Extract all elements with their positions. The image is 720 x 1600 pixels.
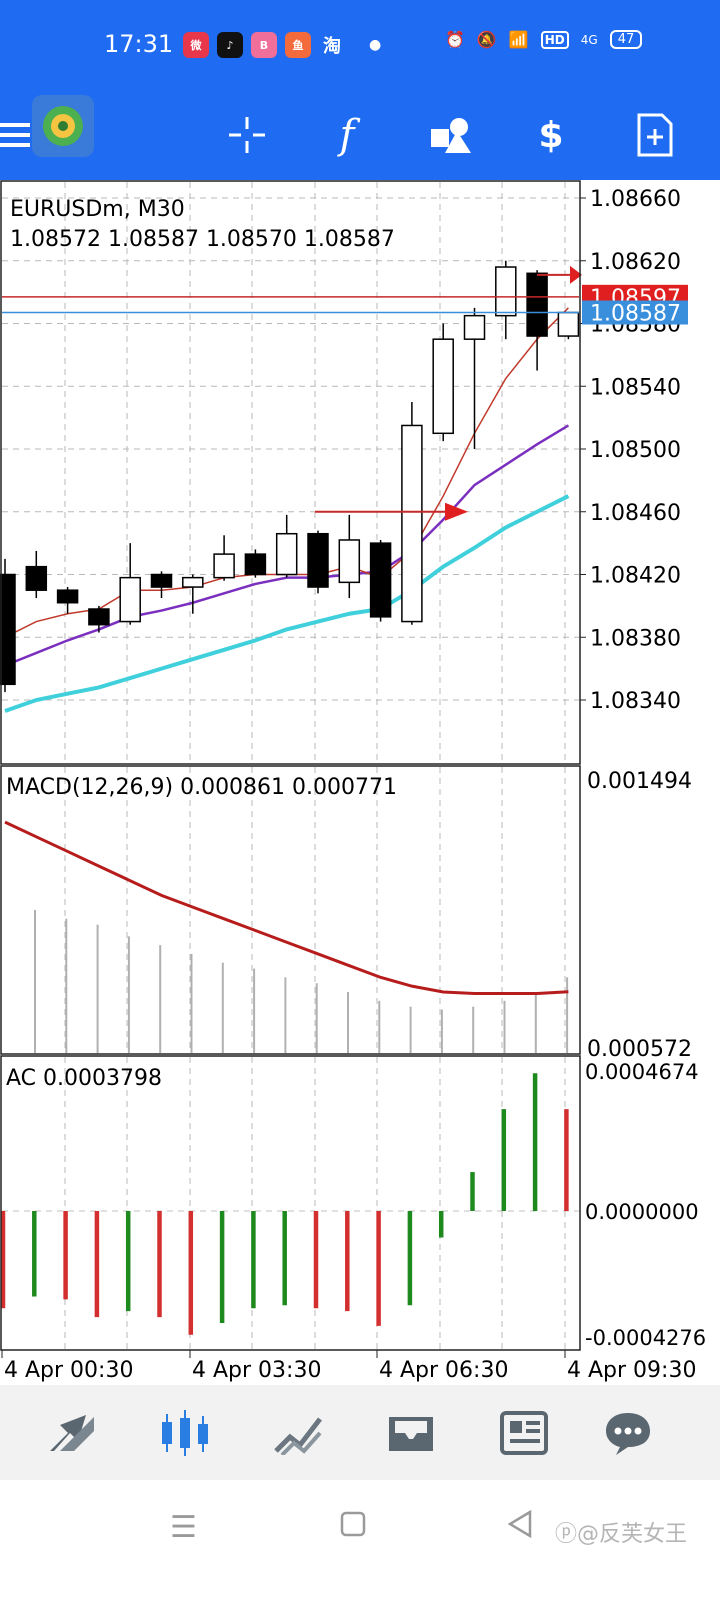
price-axis-label: 1.08460	[590, 501, 681, 526]
macd-pane-frame	[0, 765, 581, 1055]
price-axis-label: 1.08340	[590, 689, 681, 714]
bilibili-app-icon: B	[251, 32, 277, 58]
new-order-icon[interactable]	[630, 110, 680, 160]
ohlc-text: 1.08572 1.08587 1.08570 1.08587	[10, 227, 395, 252]
macd-axis-label: 0.001494	[587, 769, 692, 794]
candle-bear	[307, 532, 329, 588]
candle-bull	[401, 424, 423, 623]
ac-pane-frame	[0, 1055, 581, 1351]
price-axis-label: 1.08500	[590, 438, 681, 463]
candle-bull	[182, 576, 204, 588]
bid-price-tag	[582, 300, 688, 325]
ma-slow-line	[4, 494, 570, 713]
candle-bull	[275, 532, 298, 576]
status-bar: 17:31 微 ♪ B 鱼 淘 ● ⏰ 🔕 📶 HD 4G 47	[0, 0, 720, 90]
status-indicators: ⏰ 🔕 📶 HD 4G 47	[445, 30, 643, 49]
dot-icon: ●	[369, 37, 382, 53]
candle-bull	[213, 553, 235, 579]
system-nav-bar: ☰ ⓟ@反芙女王	[0, 1480, 720, 1600]
main-pane-frame	[0, 180, 581, 765]
trade-arrow-head	[445, 502, 468, 521]
candle-bear	[0, 573, 16, 686]
ac-axis-label: -0.0004276	[585, 1326, 706, 1350]
back-icon[interactable]	[507, 1509, 532, 1546]
time-axis-label: 4 Apr 09:30	[567, 1358, 696, 1383]
tiktok-app-icon: ♪	[217, 32, 243, 58]
chart-area[interactable]: EURUSDm, M30 1.08572 1.08587 1.08570 1.0…	[0, 180, 720, 1385]
candle-bear	[369, 542, 392, 618]
crosshair-icon[interactable]	[222, 110, 272, 160]
battery-icon: 47	[609, 30, 643, 49]
time-axis-label: 4 Apr 06:30	[379, 1358, 508, 1383]
chart-nav-icon[interactable]	[157, 1405, 213, 1461]
ac-axis-label: 0.0004674	[585, 1060, 699, 1084]
wifi-icon: 📶	[508, 30, 529, 49]
weibo-app-icon: 微	[183, 32, 209, 58]
quotes-icon[interactable]	[44, 1405, 100, 1461]
price-axis-label: 1.08660	[590, 187, 681, 212]
toolbar: f $	[0, 90, 720, 180]
price-axis-label: 1.08380	[590, 626, 681, 651]
price-axis-label: 1.08620	[590, 250, 681, 275]
candle-bear	[526, 272, 548, 337]
signal-label: 4G	[580, 32, 598, 47]
candle-bear	[244, 553, 267, 576]
symbol-title: EURUSDm, M30	[10, 197, 185, 222]
candle-bull	[495, 266, 517, 317]
status-app-icons: 微 ♪ B 鱼 淘 ●	[183, 32, 381, 58]
candle-bear	[150, 573, 173, 588]
candle-bull	[119, 576, 141, 623]
macd-axis-label: 0.000572	[587, 1037, 692, 1062]
xianyu-app-icon: 鱼	[285, 32, 311, 58]
time-axis-label: 4 Apr 03:30	[192, 1358, 321, 1383]
chart-svg[interactable]: EURUSDm, M30 1.08572 1.08587 1.08570 1.0…	[0, 180, 720, 1385]
macd-title: MACD(12,26,9) 0.000861 0.000771	[6, 775, 397, 800]
watermark-text: ⓟ@反芙女王	[555, 1522, 688, 1547]
candle-bear	[25, 565, 48, 591]
indicators-icon[interactable]: f	[339, 112, 355, 158]
alarm-icon: ⏰	[445, 30, 465, 49]
ac-title: AC 0.0003798	[6, 1066, 162, 1091]
trade-nav-icon[interactable]	[270, 1405, 326, 1461]
hd-badge: HD	[540, 30, 569, 49]
home-icon[interactable]	[340, 1510, 366, 1545]
news-nav-icon[interactable]	[496, 1405, 552, 1461]
candle-bull	[338, 539, 361, 584]
mute-icon: 🔕	[476, 30, 497, 49]
candle-bull	[463, 314, 486, 340]
taobao-app-icon: 淘	[323, 36, 341, 57]
trade-arrow-head	[570, 265, 582, 284]
history-nav-icon[interactable]	[383, 1405, 439, 1461]
price-axis-label: 1.08420	[590, 564, 681, 589]
bottom-nav	[0, 1385, 720, 1480]
macd-signal-line	[4, 820, 569, 995]
candle-bear	[88, 608, 110, 626]
recent-apps-icon[interactable]: ☰	[170, 1510, 197, 1545]
messages-nav-icon[interactable]	[600, 1405, 656, 1461]
trade-icon[interactable]: $	[538, 114, 564, 156]
ac-axis-label: 0.0000000	[585, 1200, 699, 1224]
bid-price-label: 1.08587	[590, 302, 681, 327]
price-axis-label: 1.08540	[590, 375, 681, 400]
status-time: 17:31	[104, 30, 174, 58]
candle-bull	[557, 311, 580, 337]
candle-bull	[432, 338, 454, 435]
candle-bear	[56, 589, 79, 604]
app-logo-icon[interactable]	[32, 95, 94, 157]
time-axis-label: 4 Apr 00:30	[4, 1358, 133, 1383]
menu-icon[interactable]	[0, 110, 40, 160]
objects-icon[interactable]	[426, 110, 476, 160]
